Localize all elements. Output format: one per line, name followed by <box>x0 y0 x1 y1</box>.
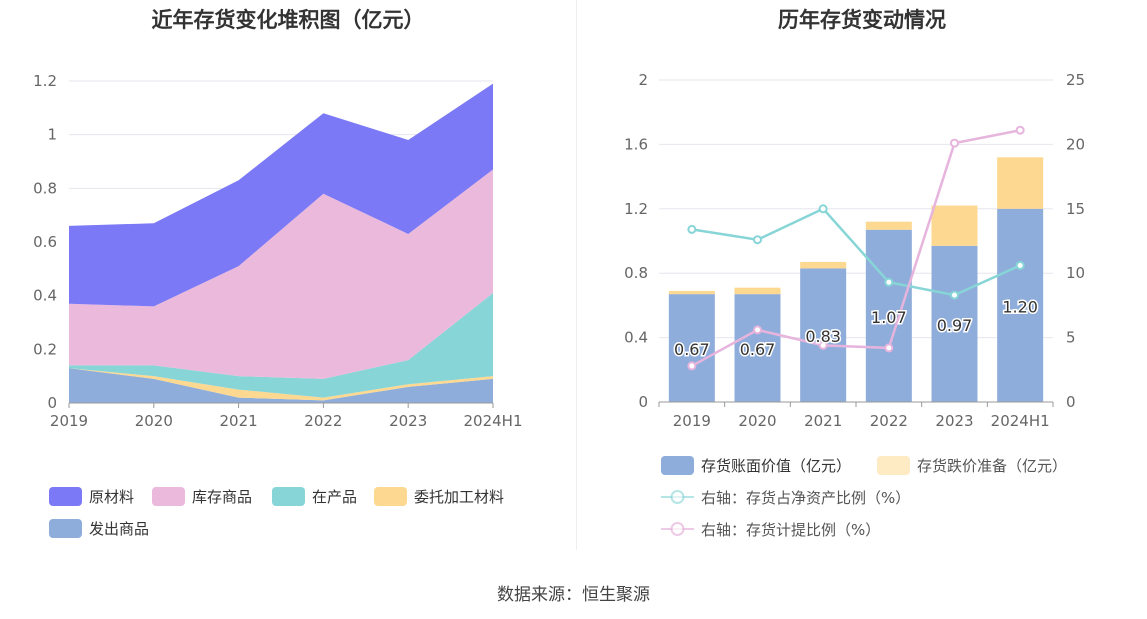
bar-impairment <box>734 287 781 295</box>
y-tick-label-left: 0 <box>638 393 648 411</box>
bar-data-label: 0.67 <box>674 340 710 359</box>
area-raw-material <box>69 83 493 307</box>
ratio-net-assets-line <box>691 207 1021 297</box>
chart-title: 近年存货变化堆积图（亿元） <box>151 8 425 32</box>
y-tick-label: 0 <box>47 394 57 412</box>
area-chart-svg: 0 0.2 0.4 0.6 0.8 1 1.2 2019 2020 2021 2022 2023 202… <box>33 72 523 538</box>
x-tick-label: 2019 <box>50 412 88 430</box>
legend-marker <box>670 522 685 536</box>
bar-impairment <box>997 157 1044 209</box>
x-tick-label: 2021 <box>804 412 842 430</box>
panel-divider <box>576 0 577 550</box>
area-shipped-goods <box>69 368 493 403</box>
legend-label: 库存商品 <box>192 488 252 506</box>
x-tick-label: 2024H1 <box>991 412 1050 430</box>
impairment-ratio-point <box>818 340 828 350</box>
chart-title: 历年存货变动情况 <box>778 8 946 32</box>
x-tick-label: 2023 <box>935 412 973 430</box>
bar-book-value <box>734 294 781 402</box>
bar-book-value <box>865 229 912 402</box>
y-tick-label-right: 15 <box>1066 200 1085 218</box>
bar-book-value <box>997 208 1044 402</box>
y-tick-label-left: 0.8 <box>624 264 648 282</box>
legend-label: 原材料 <box>89 488 134 506</box>
impairment-ratio-point <box>950 138 959 148</box>
bar-data-label: 0.83 <box>805 327 841 346</box>
bar-book-value <box>800 268 847 402</box>
impairment-ratio-line <box>691 129 1021 368</box>
x-tick-label: 2020 <box>135 412 173 430</box>
y-tick-label-left: 0.4 <box>624 329 648 347</box>
y-tick-label-left: 1.2 <box>624 200 648 218</box>
y-tick-label-right: 5 <box>1066 329 1076 347</box>
y-tick-label: 0.6 <box>33 233 57 251</box>
legend-label: 发出商品 <box>89 520 149 538</box>
legend-label: 存货账面价值（亿元） <box>701 457 851 475</box>
y-tick-label: 1 <box>47 126 57 144</box>
x-tick-label: 2022 <box>870 412 908 430</box>
bar-data-label: 0.67 <box>740 340 776 359</box>
bar-impairment <box>865 221 912 230</box>
x-tick-label: 2024H1 <box>464 412 523 430</box>
legend-swatch <box>374 487 407 506</box>
x-tick-label: 2020 <box>738 412 776 430</box>
legend-marker <box>670 490 685 504</box>
y-tick-label-right: 25 <box>1066 71 1085 89</box>
legend-swatch <box>661 456 694 475</box>
legend-swatch <box>272 487 305 506</box>
x-tick-label: 2021 <box>220 412 258 430</box>
area-wip <box>69 292 493 398</box>
y-tick-label: 0.8 <box>33 179 57 197</box>
legend-label: 委托加工材料 <box>414 488 504 506</box>
bar-book-value <box>931 245 978 402</box>
legend-swatch <box>152 487 185 506</box>
bar-impairment <box>931 205 978 246</box>
ratio-net-assets-point <box>950 290 959 300</box>
bar-impairment <box>668 290 715 295</box>
impairment-ratio-point <box>1015 125 1025 135</box>
legend-label: 右轴：存货占净资产比例（%） <box>701 489 910 507</box>
y-tick-label-right: 20 <box>1066 135 1085 153</box>
legend-label: 在产品 <box>312 488 357 506</box>
legend-swatch <box>49 487 82 506</box>
x-tick-label: 2019 <box>673 412 711 430</box>
ratio-net-assets-point <box>687 224 697 234</box>
legend-swatch <box>877 456 910 475</box>
legend-label: 右轴：存货计提比例（%） <box>701 521 880 539</box>
x-tick-label: 2023 <box>389 412 427 430</box>
y-tick-label-left: 2 <box>638 71 648 89</box>
inventory-stacked-area-chart: 近年存货变化堆积图（亿元） 0 0.2 0.4 0.6 0.8 1 1.2 2019 2020 2… <box>0 0 576 550</box>
y-tick-label: 0.4 <box>33 287 57 305</box>
legend-label: 存货跌价准备（亿元） <box>917 457 1067 475</box>
ratio-net-assets-point <box>753 235 762 245</box>
bar-data-label: 0.97 <box>937 316 973 335</box>
y-tick-label: 0.2 <box>33 340 57 358</box>
impairment-ratio-point <box>687 361 697 371</box>
impairment-ratio-point <box>884 343 894 353</box>
bar-book-value <box>668 294 715 402</box>
y-tick-label-right: 0 <box>1066 393 1076 411</box>
y-tick-label-left: 1.6 <box>624 135 648 153</box>
y-tick-label: 1.2 <box>33 72 57 90</box>
legend-swatch <box>49 519 82 538</box>
area-finished-goods <box>69 169 493 379</box>
ratio-net-assets-point <box>818 204 828 214</box>
ratio-net-assets-point <box>1015 260 1025 270</box>
y-tick-label-right: 10 <box>1066 264 1085 282</box>
x-tick-label: 2022 <box>304 412 342 430</box>
inventory-change-bar-chart: 历年存货变动情况 0 0.4 0.8 1.2 1.6 2 0 5 10 15 20 25 2019 202… <box>577 0 1147 550</box>
data-source: 数据来源：恒生聚源 <box>497 585 650 605</box>
ratio-net-assets-point <box>884 277 894 287</box>
bar-data-label: 1.07 <box>871 308 907 327</box>
bar-data-label: 1.20 <box>1002 297 1038 316</box>
impairment-ratio-point <box>753 325 762 335</box>
bar-impairment <box>800 261 847 269</box>
